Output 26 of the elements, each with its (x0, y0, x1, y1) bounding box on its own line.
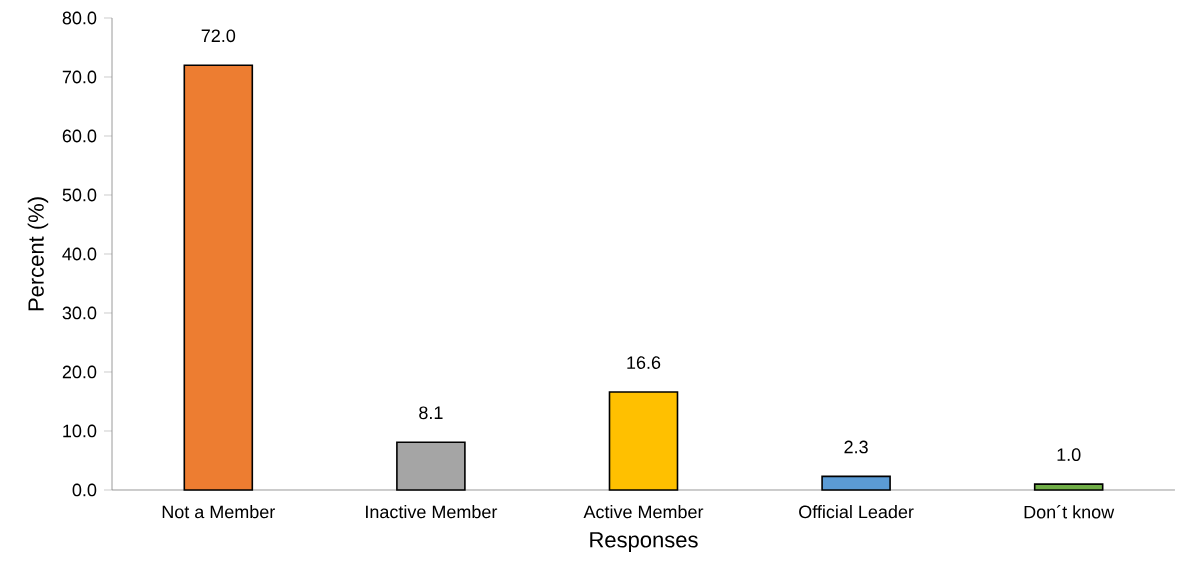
y-tick-label: 60.0 (62, 129, 97, 143)
x-tick-label: Official Leader (799, 505, 914, 519)
x-tick-label: Inactive Member (366, 505, 498, 519)
x-tick-label: Don´t know (1024, 505, 1115, 519)
y-tick-label: 20.0 (62, 365, 97, 379)
bar (396, 441, 466, 491)
y-tick-label: 40.0 (62, 247, 97, 261)
y-tick-label: 50.0 (62, 188, 97, 202)
bar (183, 64, 254, 491)
y-tick-label: 10.0 (63, 424, 97, 438)
x-tick-label: Not a Member (162, 505, 276, 519)
data-label: 1.0 (1057, 448, 1081, 462)
y-tick-label: 0.0 (72, 483, 97, 497)
bar (821, 475, 891, 491)
y-axis-title: Percent (%) (27, 197, 49, 311)
y-tick-label: 30.0 (62, 306, 97, 320)
bar (1033, 483, 1104, 491)
y-tick-label: 70.0 (62, 70, 97, 84)
data-label: 2.3 (844, 440, 868, 454)
data-label: 8.1 (419, 406, 443, 420)
data-label: 16.6 (627, 356, 661, 369)
y-tick-label: 80.0 (62, 11, 97, 25)
x-tick-label: Active Member (583, 505, 704, 519)
bar (608, 391, 679, 491)
x-axis-title: Responses (590, 532, 698, 552)
data-label: 72.0 (201, 29, 236, 43)
